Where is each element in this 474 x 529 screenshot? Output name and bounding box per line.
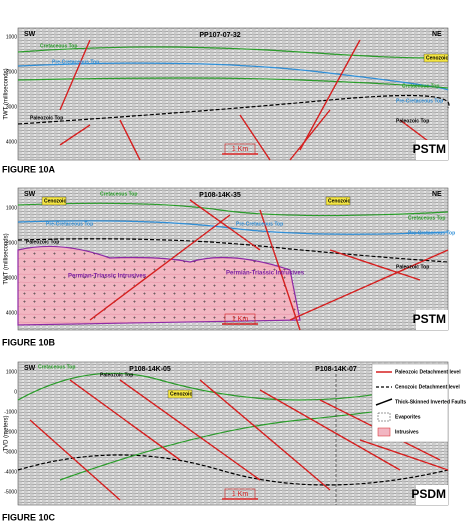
horizon xyxy=(17,238,449,263)
processing-label: PSTM xyxy=(413,312,446,326)
fault xyxy=(189,199,261,251)
direction-left: SW xyxy=(24,191,36,198)
unit-label: Cretaceous Top xyxy=(100,191,137,197)
unit-label: Cenozoic xyxy=(44,198,66,204)
tick-label: 4000 xyxy=(6,139,17,145)
unit-label: Pre-Cretaceous Top xyxy=(46,221,93,227)
scale-label: 1 Km xyxy=(232,146,249,153)
horizon xyxy=(17,202,449,217)
tick-label: 2000 xyxy=(6,240,17,246)
label-box xyxy=(325,196,351,206)
fault xyxy=(119,379,261,481)
scale-label: 1 Km xyxy=(232,316,249,323)
unit-label: Paleozoic Top xyxy=(396,118,429,124)
unit-label: Permian-Triassic Intrusives xyxy=(68,274,147,280)
legend-label: Evaporites xyxy=(395,414,421,420)
unit-label: Cretaceous Top xyxy=(38,364,75,370)
unit-label: Cretaceous Top xyxy=(40,43,77,49)
axis-label: TWT (milliseconds) xyxy=(4,68,10,119)
tick-label: 1000 xyxy=(6,369,17,375)
legend-swatch xyxy=(377,412,391,422)
unit-label: Paleozoic Top xyxy=(396,264,429,270)
unit-label: Paleozoic Top xyxy=(100,372,133,378)
fault xyxy=(29,419,121,501)
panel-caption: FIGURE 10C xyxy=(2,512,56,522)
fault xyxy=(259,389,401,471)
tick-label: 3000 xyxy=(6,104,17,110)
fault xyxy=(199,379,331,491)
fault xyxy=(119,119,141,161)
unit-label: Cenozoic xyxy=(170,391,192,397)
direction-right: NE xyxy=(432,191,442,198)
fault xyxy=(59,124,91,146)
processing-box xyxy=(416,485,448,505)
horizon xyxy=(17,94,450,125)
tick-label: 1000 xyxy=(6,205,17,211)
unit-label: Cenozoic xyxy=(328,198,350,204)
unit-label: Paleozoic Top xyxy=(26,239,59,245)
fault xyxy=(329,249,421,281)
legend-label: Paleozoic Detachment level xyxy=(395,369,461,375)
line-name: P108-14K-35 xyxy=(199,192,241,199)
legend-swatch xyxy=(377,427,391,437)
unit-label: Cretaceous Top xyxy=(408,215,445,221)
unit-label: Pre-Cretaceous Top xyxy=(236,221,283,227)
unit-label: Permian-Triassic Intrusives xyxy=(226,271,305,277)
label-box xyxy=(41,196,67,206)
horizon xyxy=(17,62,449,91)
processing-label: PSTM xyxy=(413,142,446,156)
label-box xyxy=(167,389,193,399)
fault xyxy=(359,439,449,471)
direction-right: NE xyxy=(432,31,442,38)
legend-swatch xyxy=(375,398,393,406)
tick-label: -1000 xyxy=(4,409,17,415)
axis-label: TWT (milliseconds) xyxy=(4,233,10,284)
fault xyxy=(69,379,181,461)
horizon xyxy=(17,454,449,486)
seismic-section xyxy=(17,27,449,161)
tick-label: 3000 xyxy=(6,275,17,281)
unit-label: Pre-Cretaceous Top xyxy=(396,98,443,104)
fault xyxy=(89,214,231,321)
panel-caption: FIGURE 10A xyxy=(2,164,56,174)
tick-label: -5000 xyxy=(4,489,17,495)
tick-label: -4000 xyxy=(4,469,17,475)
tick-label: 1000 xyxy=(6,34,17,40)
fault xyxy=(299,39,361,151)
legend-label: Cenozoic Detachment level xyxy=(395,384,460,390)
fault xyxy=(259,209,301,331)
processing-label: PSDM xyxy=(411,487,446,501)
unit-label: Cretaceous Top xyxy=(402,83,439,89)
label-box xyxy=(423,53,449,63)
direction-left: SW xyxy=(24,365,36,372)
panel-caption: FIGURE 10B xyxy=(2,337,56,347)
unit-label: Cenozoic xyxy=(426,55,448,61)
legend-label: Intrusives xyxy=(395,429,419,435)
line-name: P108-14K-05 xyxy=(129,366,171,373)
fault xyxy=(289,249,449,321)
unit-label: Paleozoic Top xyxy=(30,115,63,121)
horizon xyxy=(17,77,449,89)
direction-left: SW xyxy=(24,31,36,38)
line-name: P108-14K-07 xyxy=(315,366,357,373)
tick-label: -3000 xyxy=(4,449,17,455)
fault xyxy=(289,109,331,161)
processing-box xyxy=(416,140,448,160)
fault xyxy=(239,114,271,161)
processing-box xyxy=(416,310,448,330)
line-name: PP107-07-32 xyxy=(199,32,240,39)
tick-label: 2000 xyxy=(6,69,17,75)
unit-label: Pre-Cretaceous Top xyxy=(52,59,99,65)
tick-label: 0 xyxy=(14,389,17,395)
legend-label: Thick-Skinned Inverted Faults xyxy=(395,399,466,405)
fault xyxy=(59,39,91,111)
tick-label: -2000 xyxy=(4,429,17,435)
axis-label: TVD (meters) xyxy=(4,415,10,451)
tick-label: 4000 xyxy=(6,310,17,316)
unit-label: Pre-Cretaceous Top xyxy=(408,230,455,236)
scale-label: 1 Km xyxy=(232,491,249,498)
